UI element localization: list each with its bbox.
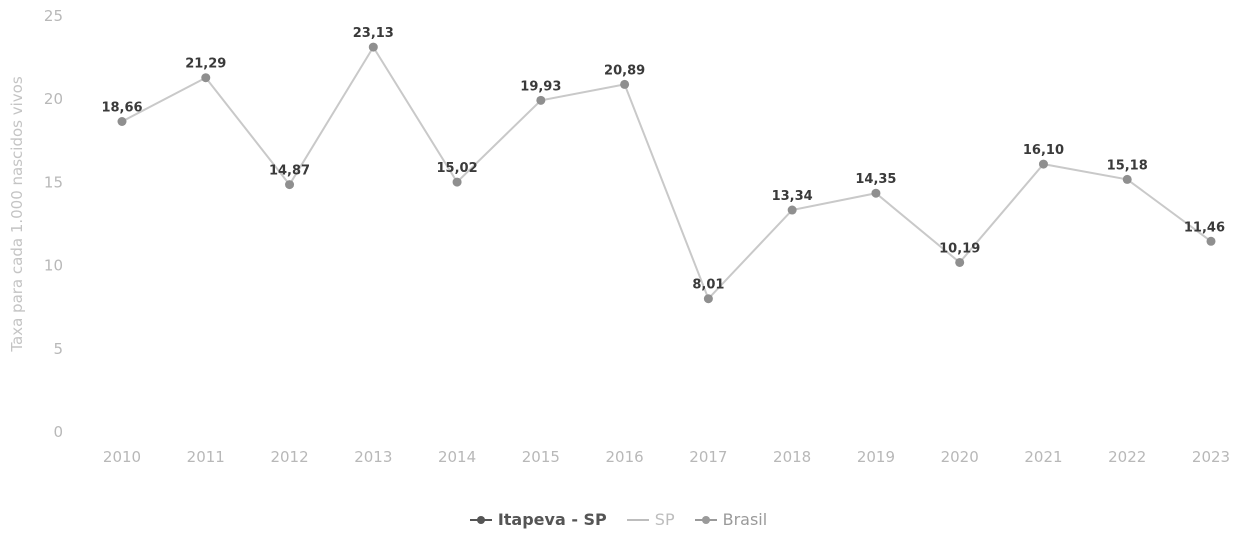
y-tick-label: 5	[53, 340, 63, 358]
x-tick-label: 2010	[103, 448, 141, 466]
data-label: 11,46	[1184, 220, 1225, 235]
data-point	[1206, 236, 1216, 246]
data-point	[871, 188, 881, 198]
x-tick-label: 2015	[522, 448, 560, 466]
y-tick-label: 10	[44, 257, 63, 275]
line-chart: Taxa para cada 1.000 nascidos vivos 0 5 10 1…	[8, 7, 1230, 466]
legend-label-itapeva: Itapeva - SP	[497, 510, 607, 529]
legend-label-sp: SP	[654, 510, 675, 529]
data-label: 16,10	[1023, 143, 1064, 158]
data-label: 18,66	[101, 100, 142, 115]
x-tick-label: 2021	[1024, 448, 1062, 466]
data-label: 14,35	[855, 172, 896, 187]
legend-item-itapeva: Itapeva - SP	[469, 510, 607, 529]
x-tick-label: 2023	[1192, 448, 1230, 466]
x-tick-label: 2019	[857, 448, 895, 466]
data-label: 20,89	[604, 63, 645, 78]
data-label: 15,18	[1107, 158, 1148, 173]
data-point	[703, 294, 713, 304]
legend-marker-brasil	[694, 514, 717, 526]
data-point	[117, 116, 127, 126]
legend-item-brasil: Brasil	[694, 510, 768, 529]
data-point	[368, 42, 378, 52]
legend-marker-sp	[626, 514, 649, 526]
series-line	[121, 45, 1212, 301]
chart-legend: Itapeva - SP SP Brasil	[0, 510, 1237, 529]
x-tick-label: 2017	[689, 448, 727, 466]
y-axis-title: Taxa para cada 1.000 nascidos vivos	[8, 76, 26, 352]
x-tick-label: 2013	[354, 448, 392, 466]
x-tick-label: 2014	[438, 448, 476, 466]
x-tick-label: 2012	[270, 448, 308, 466]
legend-marker-itapeva	[469, 514, 492, 526]
data-point	[1038, 159, 1048, 169]
legend-label-brasil: Brasil	[722, 510, 768, 529]
data-point	[285, 180, 295, 190]
y-tick-label: 15	[44, 173, 63, 191]
data-label: 21,29	[185, 57, 226, 72]
y-tick-label: 25	[44, 7, 63, 25]
data-point	[201, 73, 211, 83]
x-tick-label: 2016	[606, 448, 644, 466]
data-label: 14,87	[269, 164, 310, 179]
data-point	[536, 95, 546, 105]
data-label: 23,13	[353, 26, 394, 41]
x-tick-label: 2011	[187, 448, 225, 466]
data-point	[787, 205, 797, 215]
x-tick-label: 2022	[1108, 448, 1146, 466]
data-point	[955, 257, 965, 267]
data-point	[1122, 174, 1132, 184]
y-tick-label: 0	[53, 423, 63, 441]
x-tick-label: 2020	[941, 448, 979, 466]
legend-item-sp: SP	[626, 510, 675, 529]
data-label: 19,93	[520, 79, 561, 94]
data-label: 13,34	[772, 189, 813, 204]
data-label: 10,19	[939, 241, 980, 256]
data-point	[452, 177, 462, 187]
y-tick-label: 20	[44, 90, 63, 108]
data-label: 8,01	[692, 278, 724, 293]
data-point	[620, 79, 630, 89]
data-label: 15,02	[437, 161, 478, 176]
x-tick-label: 2018	[773, 448, 811, 466]
